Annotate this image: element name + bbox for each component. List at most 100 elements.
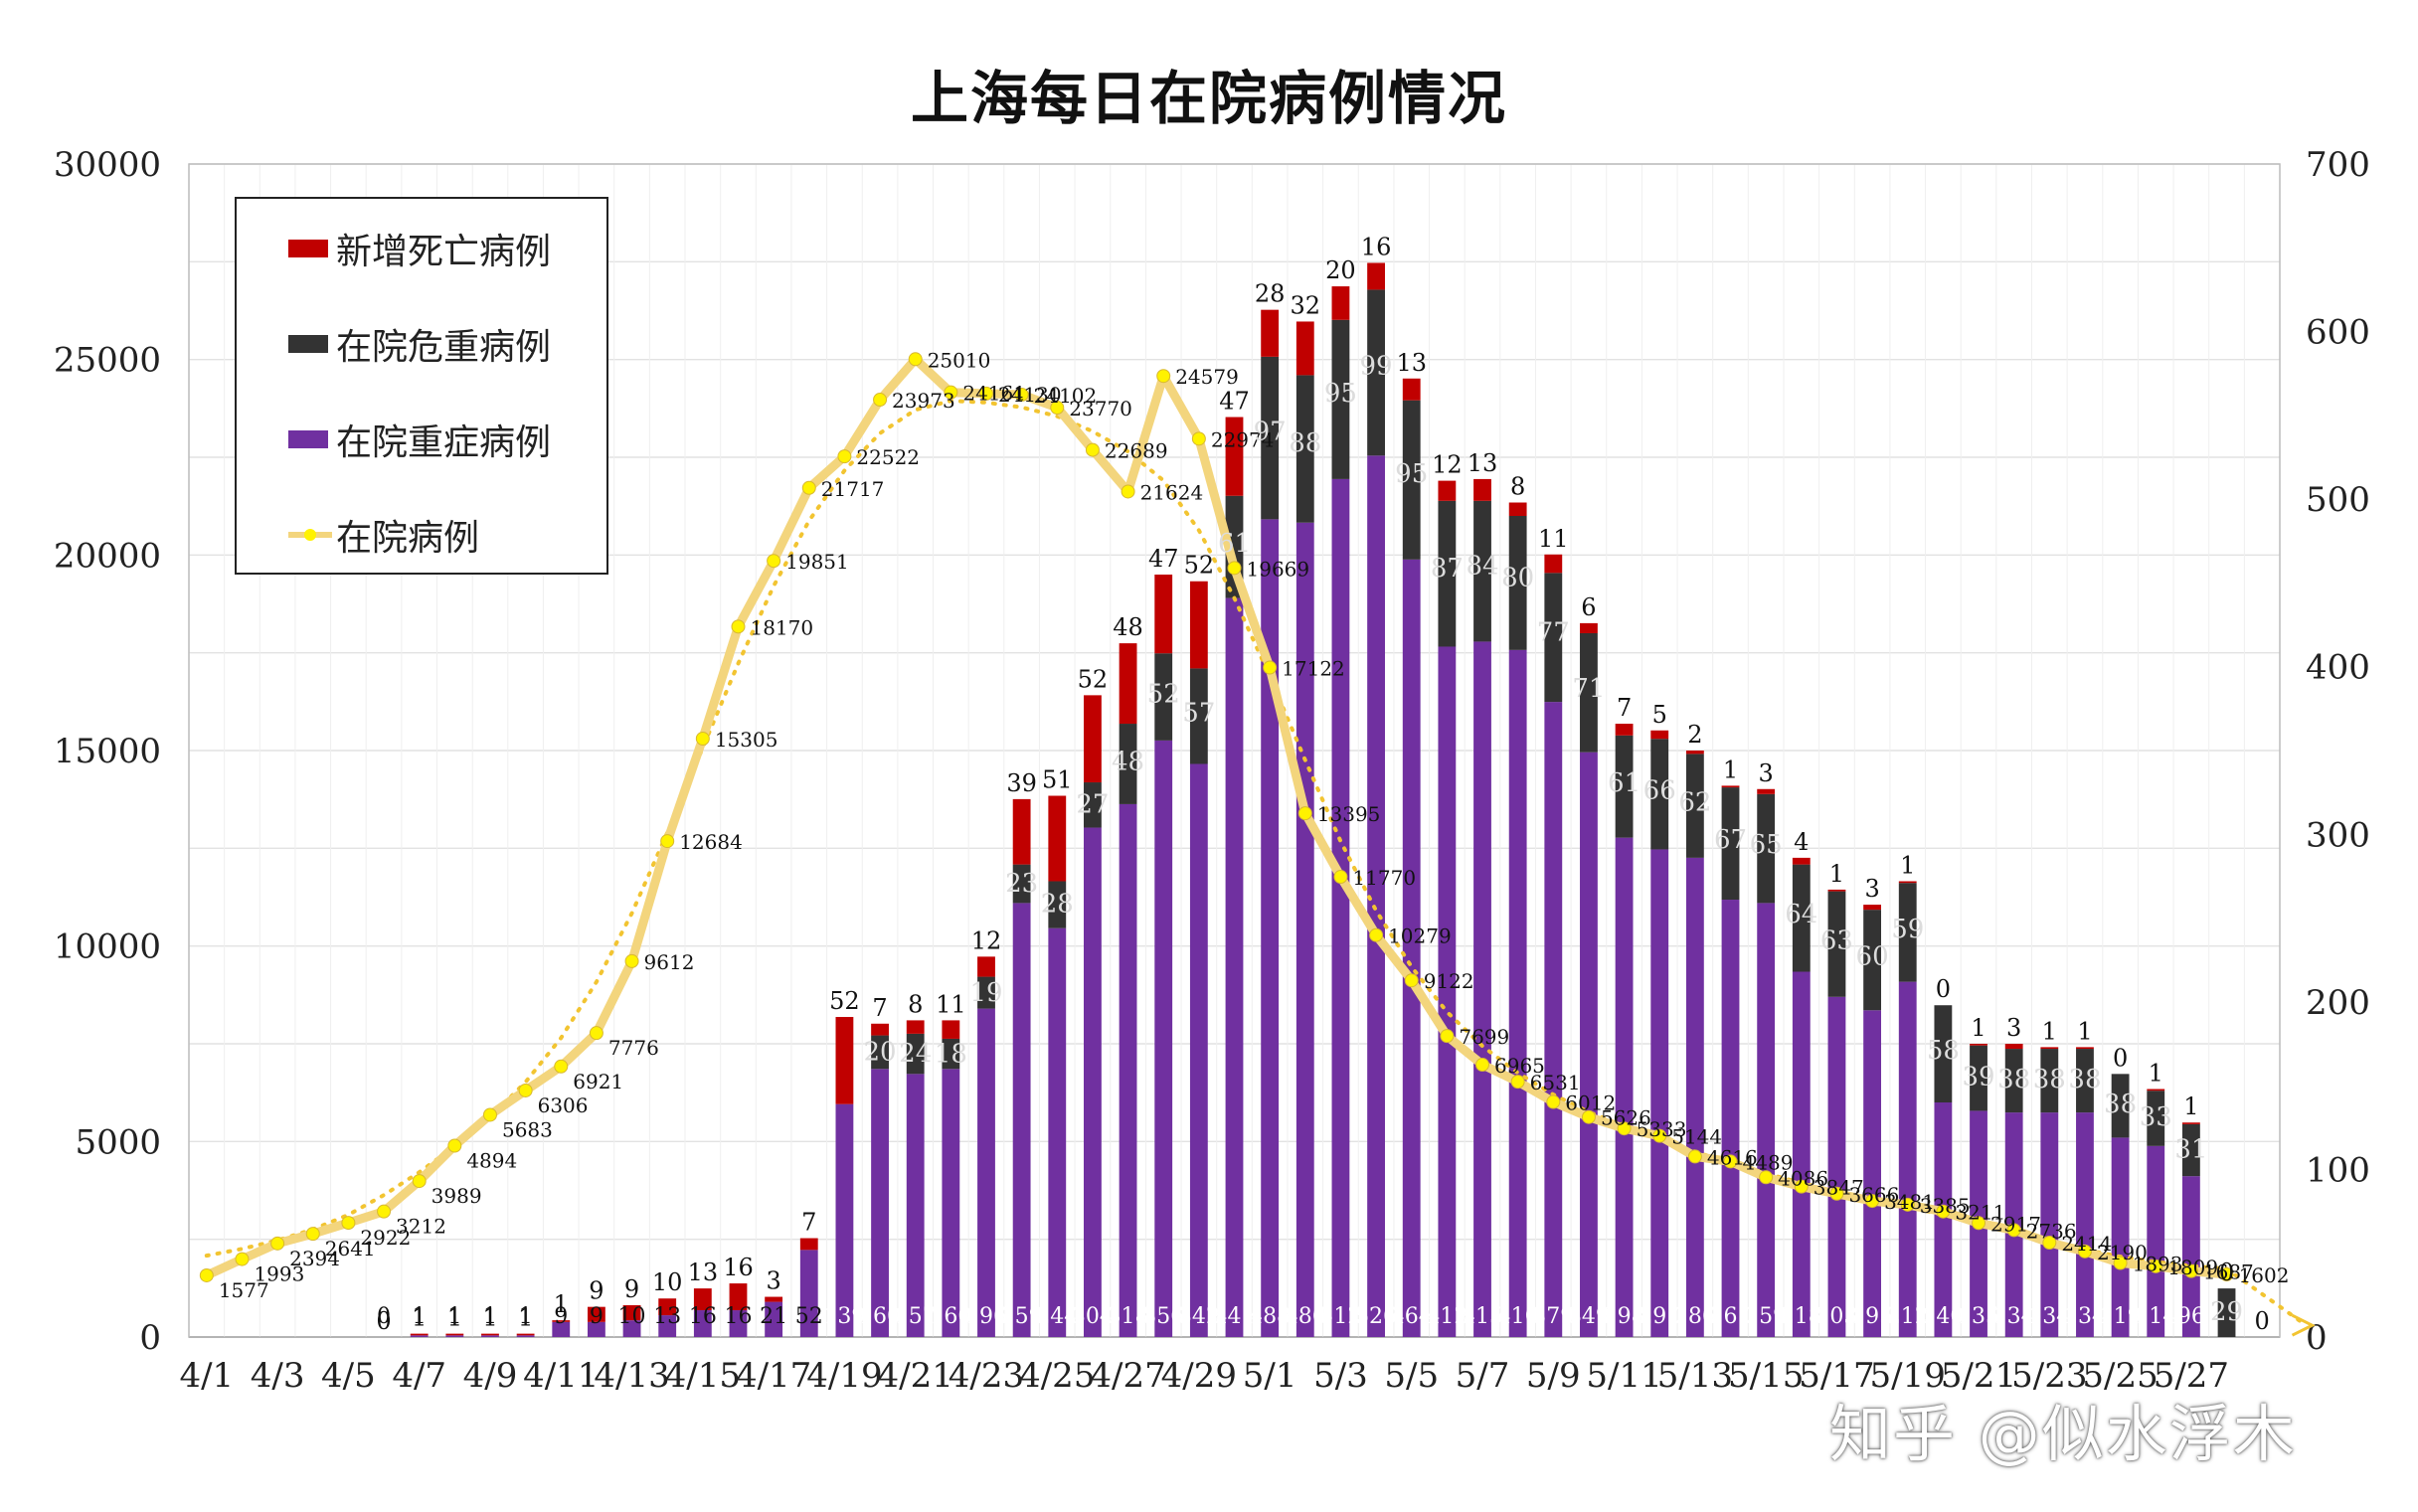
data-label-hospitalized: 24161 [962,382,1026,406]
data-label-hospitalized: 4489 [1743,1150,1794,1174]
data-label-death: 39 [1006,769,1037,797]
data-label-severe: 415 [1462,1304,1503,1329]
bar-severe [1650,849,1669,1337]
data-label-severe: 139 [823,1304,865,1329]
data-label-icu: 38 [1997,1065,2030,1094]
legend-item-severe: 在院重症病例 [288,416,551,463]
point-hospitalized [1759,1170,1774,1185]
data-label-hospitalized: 3666 [1848,1183,1899,1207]
data-label-death: 20 [1325,256,1356,284]
data-label-severe: 9 [590,1304,604,1329]
bar-severe [1615,837,1634,1337]
data-label-severe: 1 [483,1304,497,1329]
point-hospitalized [341,1216,356,1231]
legend-label-severe: 在院重症病例 [336,422,552,463]
point-hospitalized [305,1227,320,1242]
data-label-icu: 84 [1466,552,1498,582]
point-hospitalized [518,1083,533,1097]
x-tick-label: 5/5 [1384,1356,1439,1396]
bar-severe [1721,900,1740,1337]
data-label-icu: 38 [2068,1065,2101,1094]
data-label-death: 1 [518,1304,533,1332]
data-label-hospitalized: 3211 [1955,1201,2005,1225]
x-tick-label: 5/27 [2154,1356,2229,1396]
point-hospitalized [695,732,710,747]
data-label-severe: 356 [1142,1304,1184,1329]
x-tick-label: 4/23 [949,1356,1024,1396]
bar-death [1508,502,1527,516]
bar-death [658,1298,677,1316]
bar-severe [1438,646,1457,1337]
point-hospitalized [1333,870,1348,885]
data-label-severe: 304 [1072,1304,1114,1329]
bar-icu [1650,739,1669,850]
bar-icu [1012,864,1031,904]
bar-severe [1295,522,1314,1337]
bar-severe [1154,740,1173,1337]
data-label-death: 11 [1538,525,1569,553]
legend: 新增死亡病例 在院危重病例 在院重症病例 在院病例 [235,197,608,575]
data-label-hospitalized: 2922 [360,1226,411,1250]
data-label-severe: 526 [1355,1304,1397,1329]
bar-death [1295,321,1314,376]
chart-title: 上海每日在院病例情况 [910,65,1507,132]
data-label-severe: 140 [1922,1304,1964,1329]
data-label-hospitalized: 22974 [1211,427,1275,451]
data-label-severe: 9 [554,1304,568,1329]
data-label-icu: 38 [2033,1065,2066,1094]
data-label-death: 0 [2219,1259,2234,1286]
data-label-severe: 486 [1285,1304,1326,1329]
bar-death [1544,554,1563,574]
data-label-hospitalized: 5626 [1601,1106,1651,1130]
data-label-death: 1 [1723,756,1738,783]
bar-severe [2111,1137,2130,1337]
bar-death [765,1296,783,1302]
point-hospitalized [1972,1216,1986,1231]
bar-icu [1863,910,1882,1011]
data-label-death: 12 [1432,451,1463,479]
data-label-severe: 203 [1815,1304,1857,1329]
data-label-death: 52 [829,987,860,1015]
bar-severe [1048,927,1067,1337]
data-label-hospitalized: 1893 [2133,1253,2183,1276]
data-label-hospitalized: 1687 [2203,1260,2254,1284]
bar-icu [2111,1074,2130,1138]
point-hospitalized [554,1059,569,1074]
bar-death [1367,262,1385,290]
data-label-death: 9 [589,1277,604,1305]
data-label-icu: 27 [1076,790,1109,820]
point-hospitalized [1723,1154,1738,1169]
x-tick-label: 5/25 [2082,1356,2158,1396]
data-label-severe: 13 [653,1304,681,1329]
legend-swatch-death [288,240,328,257]
bar-icu [1685,754,1704,858]
bar-death [2181,1122,2200,1124]
data-label-death: 1 [482,1304,497,1332]
point-hospitalized [2042,1236,2057,1251]
point-hospitalized [1900,1197,1915,1212]
point-hospitalized [377,1204,392,1219]
bar-icu [906,1033,925,1075]
data-label-death: 10 [652,1268,683,1296]
data-label-hospitalized: 6921 [573,1070,623,1093]
data-label-severe: 1 [413,1304,427,1329]
point-hospitalized [235,1252,250,1266]
data-label-hospitalized: 17122 [1282,657,1345,681]
bar-death [1119,643,1137,725]
bar-icu [1757,793,1776,904]
data-label-severe: 1 [519,1304,533,1329]
bar-death [2040,1047,2059,1050]
y-tick-label: 30000 [54,145,161,185]
bar-severe [2181,1176,2200,1337]
data-label-icu: 65 [1750,830,1783,860]
data-label-death: 0 [1936,975,1951,1003]
bar-death [1580,622,1598,633]
data-label-severe: 1 [447,1304,461,1329]
data-label-hospitalized: 2917 [1990,1212,2041,1236]
data-label-severe: 160 [930,1304,971,1329]
data-label-icu: 87 [1431,554,1464,584]
data-label-icu: 29 [2210,1297,2243,1327]
data-label-icu: 61 [1218,529,1251,559]
bar-icu [1544,573,1563,703]
bar-icu [1367,289,1385,456]
